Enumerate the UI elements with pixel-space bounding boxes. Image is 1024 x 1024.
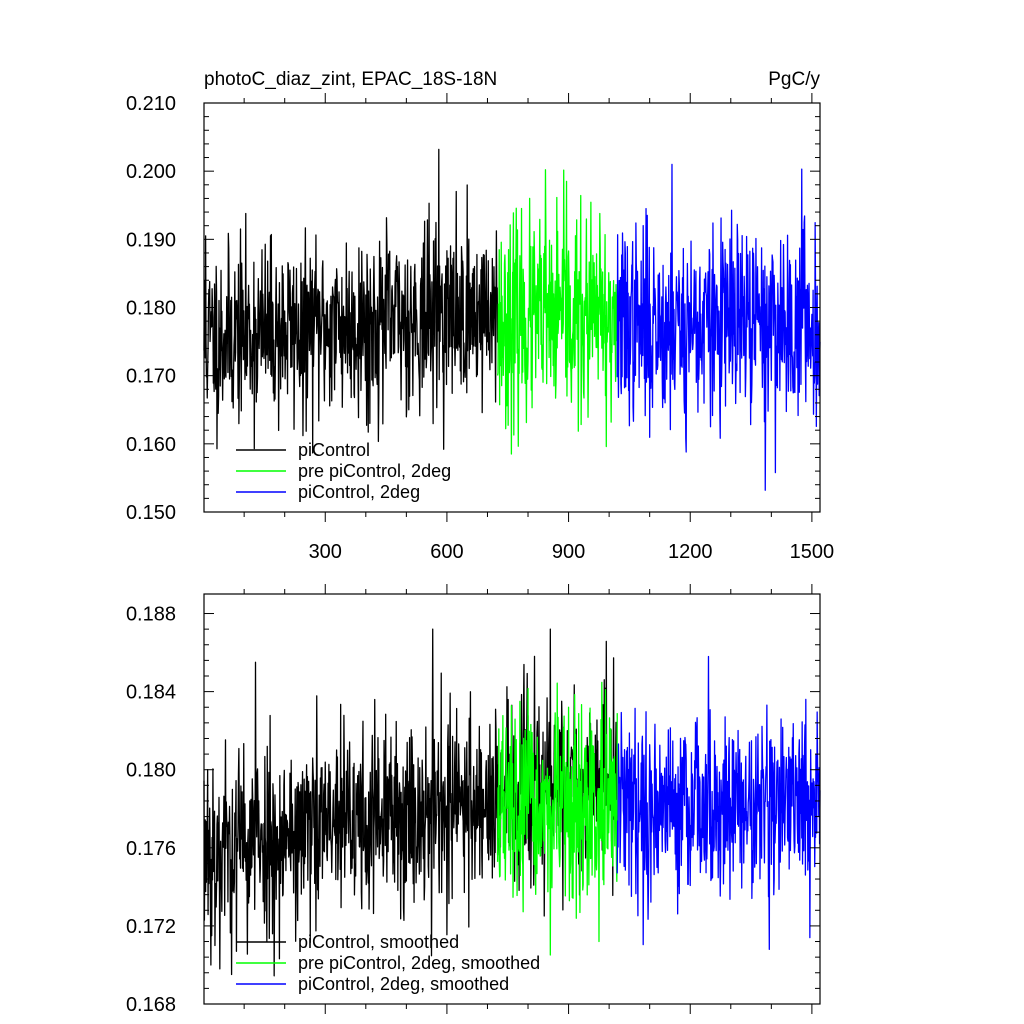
top-panel: photoC_diaz_zint, EPAC_18S-18N PgC/y 300… [126, 69, 834, 563]
y-tick-label: 0.210 [126, 93, 176, 115]
units-label: PgC/y [768, 69, 820, 90]
series-line-1 [496, 681, 618, 956]
bottom-axis-ticks: 0.168 0.172 0.176 0.180 0.184 0.188 [126, 584, 820, 1016]
y-tick-label: 0.180 [126, 298, 176, 320]
y-tick-label: 0.168 [126, 994, 176, 1016]
top-series-lines [203, 148, 821, 491]
series-line-0 [203, 628, 618, 977]
y-tick-label: 0.180 [126, 760, 176, 782]
y-tick-label: 0.172 [126, 916, 176, 938]
legend-label-0: piControl [298, 440, 370, 460]
x-tick-label: 300 [309, 541, 342, 563]
legend-label-1: pre piControl, 2deg, smoothed [298, 953, 540, 973]
y-tick-label: 0.184 [126, 682, 176, 704]
y-tick-label: 0.188 [126, 604, 176, 626]
y-tick-label: 0.176 [126, 838, 176, 860]
legend-label-2: piControl, 2deg, smoothed [298, 974, 509, 994]
legend-label-1: pre piControl, 2deg [298, 461, 451, 481]
series-line-2 [616, 163, 821, 491]
y-tick-label: 0.150 [126, 502, 176, 524]
x-tick-label: 1500 [790, 541, 835, 563]
x-tick-label: 1200 [668, 541, 713, 563]
chart-title: photoC_diaz_zint, EPAC_18S-18N [204, 69, 497, 90]
series-line-1 [496, 169, 618, 455]
top-axis-ticks: 300 600 900 1200 1500 0.150 0.160 0.170 0.180 0.1… [126, 93, 834, 563]
x-tick-label: 900 [552, 541, 585, 563]
bottom-plot-frame [203, 593, 821, 1005]
y-tick-label: 0.200 [126, 161, 176, 183]
bottom-panel: 0.168 0.172 0.176 0.180 0.184 0.188 piControl… [126, 584, 821, 1016]
x-tick-label: 600 [430, 541, 463, 563]
series-line-0 [203, 148, 499, 454]
y-tick-label: 0.170 [126, 366, 176, 388]
series-line-2 [616, 655, 821, 950]
y-tick-label: 0.190 [126, 229, 176, 251]
bottom-series-lines [203, 628, 821, 977]
y-tick-label: 0.160 [126, 434, 176, 456]
legend-label-2: piControl, 2deg [298, 482, 420, 502]
legend-label-0: piControl, smoothed [298, 932, 459, 952]
